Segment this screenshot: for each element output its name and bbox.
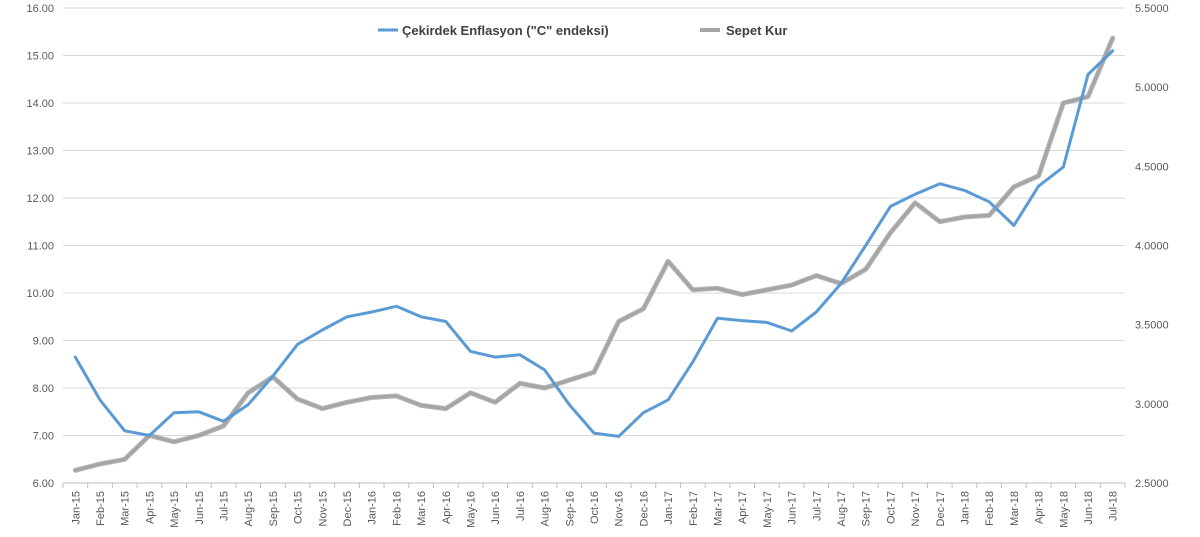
- x-axis-tick-label: Jan-15: [70, 491, 82, 525]
- x-axis-tick-label: Jul-16: [515, 491, 527, 521]
- left-axis-tick-label: 16.00: [26, 3, 54, 15]
- x-axis-tick-label: Dec-15: [342, 491, 354, 526]
- series-line-basket-rate: [73, 36, 1115, 472]
- left-axis-tick-label: 13.00: [26, 146, 54, 158]
- left-axis-tick-label: 14.00: [26, 98, 54, 110]
- x-axis-tick-label: Feb-16: [391, 491, 403, 526]
- x-axis-tick-label: Nov-15: [317, 491, 329, 526]
- x-axis-tick-label: Apr-17: [737, 491, 749, 524]
- legend-label-basket-rate: Sepet Kur: [726, 23, 787, 38]
- x-axis-tick-label: Apr-18: [1034, 491, 1046, 524]
- right-axis-tick-label: 5.5000: [1135, 3, 1169, 15]
- legend-label-core-inflation: Çekirdek Enflasyon ("C" endeksi): [402, 23, 609, 38]
- x-axis-tick-label: May-17: [762, 491, 774, 528]
- x-axis-tick-label: Jan-18: [959, 491, 971, 525]
- x-axis-tick-label: Aug-15: [243, 491, 255, 526]
- left-axis-tick-label: 10.00: [26, 288, 54, 300]
- left-axis-tick-label: 11.00: [27, 241, 54, 253]
- x-axis-tick-label: Apr-15: [144, 491, 156, 524]
- x-axis-tick-label: Sep-16: [564, 491, 576, 526]
- x-axis-tick-label: Sep-17: [861, 491, 873, 526]
- x-axis-tick-label: Sep-15: [268, 491, 280, 526]
- x-axis-tick-label: Aug-17: [836, 491, 848, 526]
- right-axis-tick-labels: 2.5000 3.0000 3.5000 4.0000 4.5000 5.0000 5.50…: [1135, 3, 1169, 490]
- x-axis-tick-label: Jun-18: [1083, 491, 1095, 525]
- right-axis-tick-label: 4.0000: [1135, 241, 1169, 253]
- x-axis-tick-label: Jul-18: [1108, 491, 1120, 521]
- axes: [62, 482, 1126, 488]
- x-axis-tick-label: Dec-17: [935, 491, 947, 526]
- left-axis-tick-label: 8.00: [33, 383, 54, 395]
- right-axis-tick-label: 4.5000: [1135, 161, 1169, 173]
- x-axis-tick-label: Jun-15: [194, 491, 206, 525]
- legend: Çekirdek Enflasyon ("C" endeksi) Sepet K…: [378, 23, 787, 38]
- x-axis-tick-label: May-15: [169, 491, 181, 528]
- x-axis-tick-label: Mar-15: [120, 491, 132, 526]
- x-axis-tick-label: Jul-15: [219, 491, 231, 521]
- grid-lines: [63, 7, 1125, 484]
- x-axis-tick-label: Nov-16: [614, 491, 626, 526]
- x-axis-tick-label: Jun-16: [490, 491, 502, 525]
- x-axis-tick-label: Oct-16: [589, 491, 601, 524]
- x-axis-tick-label: May-18: [1058, 491, 1070, 528]
- right-axis-tick-label: 3.5000: [1135, 320, 1169, 332]
- x-axis-tick-label: Mar-17: [712, 491, 724, 526]
- x-axis-tick-label: Aug-16: [540, 491, 552, 526]
- x-axis-tick-label: Jun-17: [787, 491, 799, 525]
- x-axis-tick-label: Mar-16: [416, 491, 428, 526]
- left-axis-tick-label: 9.00: [33, 336, 54, 348]
- x-axis-tick-labels: Jan-15 Feb-15 Mar-15 Apr-15 May-15 Jun-15 Jul-…: [70, 491, 1119, 528]
- left-axis-tick-labels: 6.00 7.00 8.00 9.00 10.00 11.00 12.00 13.00 14.0…: [26, 3, 54, 490]
- x-axis-tick-label: Mar-18: [1009, 491, 1021, 526]
- x-axis-tick-label: Feb-17: [688, 491, 700, 526]
- left-axis-tick-label: 6.00: [33, 478, 54, 490]
- x-axis-tick-label: Nov-17: [910, 491, 922, 526]
- right-axis-tick-label: 3.0000: [1135, 399, 1169, 411]
- series-line-core-inflation: [73, 49, 1115, 438]
- x-axis-tick-label: Oct-17: [885, 491, 897, 524]
- right-axis-tick-label: 5.0000: [1135, 82, 1169, 94]
- left-axis-tick-label: 12.00: [26, 193, 54, 205]
- x-axis-tick-label: Apr-16: [441, 491, 453, 524]
- right-axis-tick-label: 2.5000: [1135, 478, 1169, 490]
- left-axis-tick-label: 15.00: [26, 51, 54, 63]
- x-axis-tick-label: May-16: [466, 491, 478, 528]
- x-axis-tick-label: Oct-15: [293, 491, 305, 524]
- x-axis-tick-label: Feb-15: [95, 491, 107, 526]
- left-axis-tick-label: 7.00: [33, 431, 54, 443]
- x-axis-tick-label: Jul-17: [811, 491, 823, 521]
- x-axis-tick-label: Jan-17: [663, 491, 675, 525]
- x-axis-tick-label: Jan-16: [367, 491, 379, 525]
- series-lines: [72, 35, 1116, 473]
- x-axis-tick-label: Dec-16: [638, 491, 650, 526]
- x-axis-tick-label: Feb-18: [984, 491, 996, 526]
